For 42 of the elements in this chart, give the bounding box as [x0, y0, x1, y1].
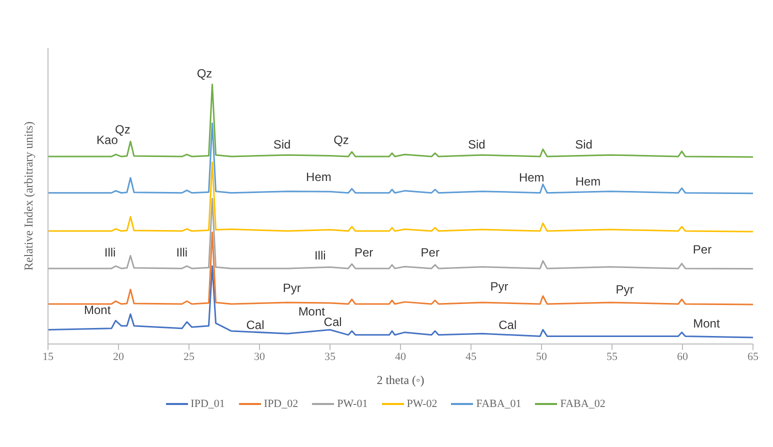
x-tick-label: 55: [606, 350, 618, 363]
annotation: Per: [354, 246, 374, 260]
annotation: Sid: [273, 137, 291, 152]
annotation: Pyr: [282, 281, 301, 296]
annotation: Hem: [306, 170, 332, 184]
x-tick-label: 50: [536, 350, 548, 363]
x-axis-title: 2 theta (◦): [376, 373, 424, 387]
text: Qz: [196, 66, 212, 80]
annotation: Qz: [334, 133, 349, 148]
legend-label: IPD_01: [190, 398, 225, 410]
annotation: Mont: [693, 316, 720, 331]
legend-label: FABA_01: [476, 398, 522, 410]
annotation: Hem: [575, 174, 601, 188]
legend-label: PW-02: [406, 398, 438, 410]
x-tick-label: 30: [254, 350, 266, 363]
x-tick-label: 45: [466, 350, 477, 363]
annotation: Mont: [298, 304, 326, 319]
x-tick-label: 60: [677, 350, 688, 363]
x-tick-label: 65: [748, 350, 759, 363]
x-tick-label: 15: [42, 350, 54, 363]
annotation: Hem: [518, 170, 544, 185]
annotation: Pyr: [490, 280, 508, 294]
annotation: Per: [420, 246, 440, 260]
legend-label: PW-01: [337, 398, 368, 410]
annotation: Mont: [84, 303, 112, 318]
legend-label: IPD_02: [264, 398, 298, 410]
annotation: Illi: [104, 246, 116, 260]
annotation: Sid: [468, 137, 486, 152]
x-tick-label: 20: [113, 350, 124, 363]
y-axis-title: Relative Index (arbitrary units): [21, 122, 36, 270]
annotation: Cal: [246, 318, 264, 332]
x-tick-label: 40: [395, 350, 406, 363]
annotation: Pyr: [616, 282, 634, 296]
legend-label: FABA_02: [560, 398, 606, 410]
x-tick-label: 25: [184, 350, 195, 363]
annotation: Cal: [498, 318, 517, 332]
annotation: Per: [692, 242, 712, 257]
annotation: Illi: [176, 246, 188, 260]
annotation: Cal: [324, 315, 342, 330]
x-tick-label: 35: [324, 350, 336, 363]
annotation: Sid: [575, 137, 592, 152]
annotation: Illi: [314, 248, 326, 262]
